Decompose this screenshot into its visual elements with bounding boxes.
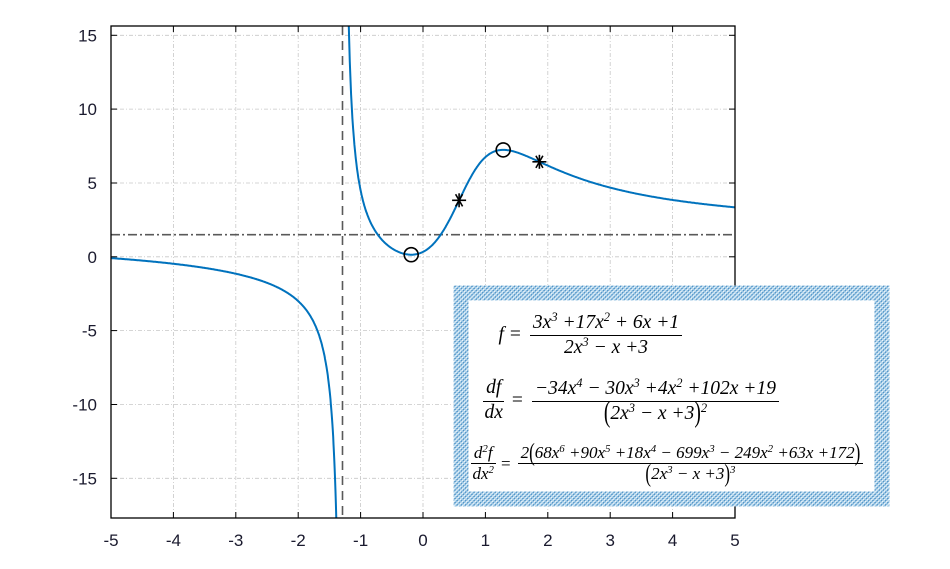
- svg-text:1: 1: [481, 531, 490, 550]
- svg-text:2: 2: [543, 531, 552, 550]
- svg-text:3: 3: [605, 531, 614, 550]
- svg-text:-4: -4: [166, 531, 181, 550]
- svg-text:-5: -5: [82, 322, 97, 341]
- svg-text:10: 10: [78, 100, 97, 119]
- svg-text:0: 0: [88, 248, 97, 267]
- svg-text:4: 4: [668, 531, 677, 550]
- svg-text:-10: -10: [72, 396, 97, 415]
- svg-text:-5: -5: [103, 531, 118, 550]
- svg-text:-2: -2: [291, 531, 306, 550]
- svg-text:0: 0: [418, 531, 427, 550]
- svg-text:-3: -3: [228, 531, 243, 550]
- svg-text:-15: -15: [72, 469, 97, 488]
- svg-text:5: 5: [730, 531, 739, 550]
- svg-text:-1: -1: [353, 531, 368, 550]
- svg-text:15: 15: [78, 26, 97, 45]
- svg-text:5: 5: [88, 174, 97, 193]
